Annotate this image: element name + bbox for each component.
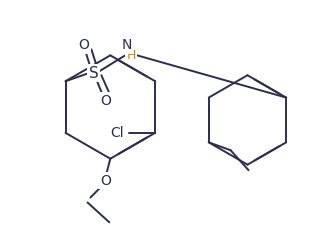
Text: O: O (78, 38, 89, 52)
Text: S: S (89, 66, 98, 81)
Text: Cl: Cl (111, 126, 124, 140)
Text: N: N (122, 38, 133, 52)
Text: H: H (127, 49, 136, 62)
Text: O: O (100, 94, 111, 108)
Text: O: O (100, 173, 111, 188)
